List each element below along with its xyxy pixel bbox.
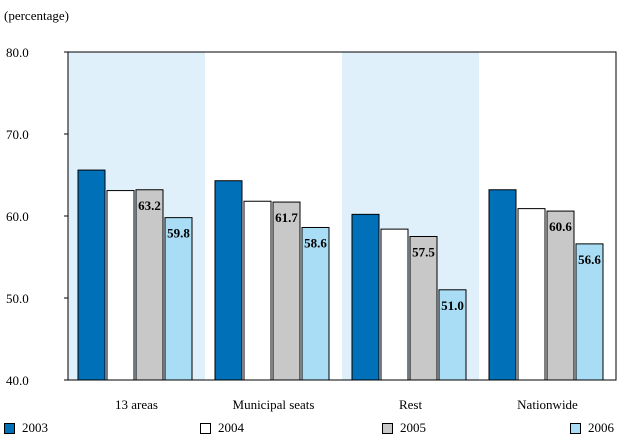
y-tick-label: 40.0 (6, 373, 29, 388)
y-tick-label: 50.0 (6, 291, 29, 306)
legend: 2003 2004 2005 2006 (0, 420, 618, 437)
bar-2003 (488, 189, 517, 381)
bar-2003 (351, 213, 380, 381)
bar-2006 (164, 217, 193, 381)
category-label: Municipal seats (233, 397, 315, 412)
legend-swatch (4, 422, 15, 434)
legend-item-2005: 2005 (382, 420, 426, 436)
bar-2004 (243, 200, 272, 381)
data-label: 51.0 (441, 298, 464, 313)
bar-2005 (546, 210, 575, 381)
legend-item-2003: 2003 (4, 420, 48, 436)
legend-swatch (200, 422, 211, 434)
bar-2003 (214, 180, 243, 381)
bar-2005 (135, 189, 164, 381)
bar-2004 (517, 208, 546, 381)
data-label: 60.6 (549, 219, 572, 234)
bar-chart: 40.0 50.0 60.0 70.0 80.0 63.2 59.8 13 areas 61.7… (6, 45, 617, 412)
data-label: 58.6 (304, 235, 327, 250)
y-axis-unit-label: (percentage) (4, 8, 69, 23)
y-tick-label: 70.0 (6, 127, 29, 142)
y-tick-label: 80.0 (6, 45, 29, 60)
bar-2005 (409, 236, 438, 381)
bar-2003 (77, 169, 106, 381)
data-label: 56.6 (578, 252, 601, 267)
legend-label: 2006 (588, 420, 614, 435)
legend-swatch (382, 422, 393, 434)
bar-2004 (106, 190, 135, 381)
bar-2006 (438, 289, 467, 381)
data-label: 59.8 (167, 226, 190, 241)
data-label: 63.2 (138, 198, 161, 213)
category-label: 13 areas (115, 397, 158, 412)
y-tick-label: 60.0 (6, 209, 29, 224)
category-label: Nationwide (517, 397, 578, 412)
legend-swatch (570, 422, 581, 434)
bar-2006 (301, 226, 330, 381)
legend-item-2006: 2006 (570, 420, 614, 436)
legend-item-2004: 2004 (200, 420, 244, 436)
bar-2006 (575, 243, 604, 381)
category-label: Rest (399, 397, 423, 412)
bar-2004 (380, 228, 409, 381)
bar-2005 (272, 201, 301, 381)
data-label: 61.7 (275, 210, 298, 225)
data-label: 57.5 (412, 245, 435, 260)
legend-label: 2003 (22, 420, 48, 435)
legend-label: 2004 (218, 420, 244, 435)
legend-label: 2005 (400, 420, 426, 435)
